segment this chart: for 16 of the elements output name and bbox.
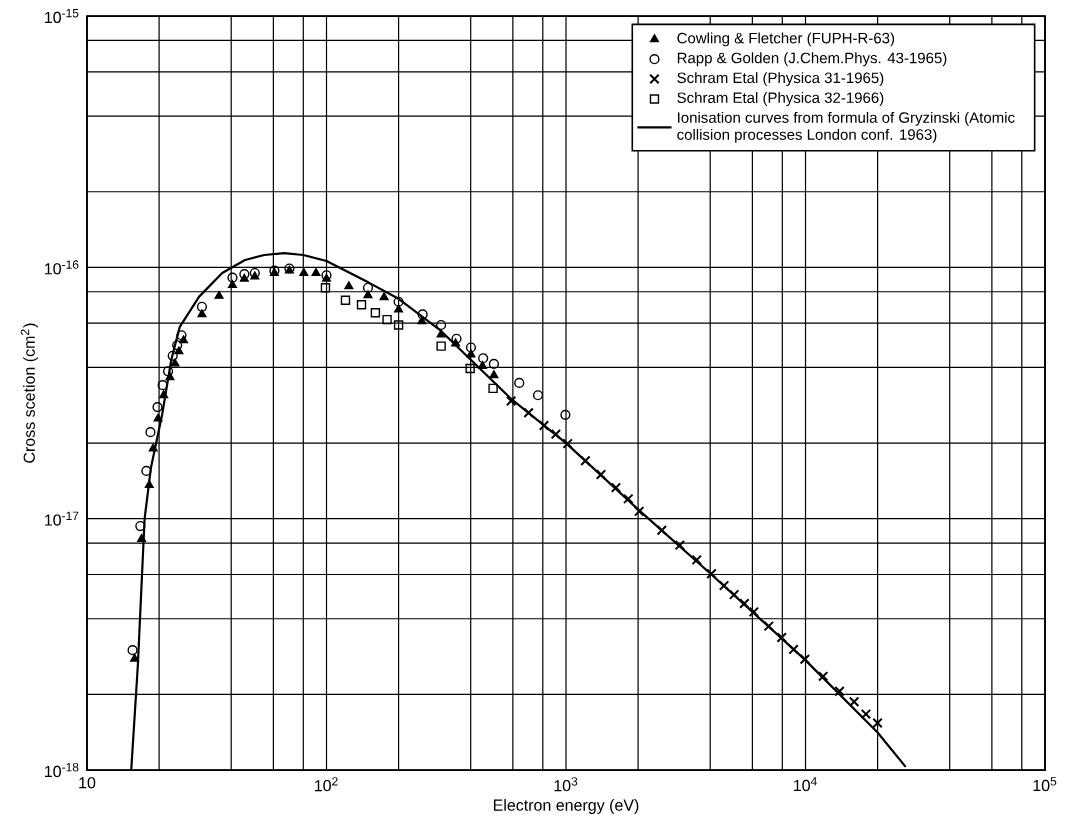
y-tick-label: 10$^{-18}$ (45, 762, 79, 778)
y-tick-label: 10$^{-16}$ (45, 260, 79, 275)
x-tick-label: 10$^{3}$ (554, 777, 578, 792)
x-tick-label: 10 (79, 777, 96, 789)
x-tick-label: 10$^{5}$ (1033, 777, 1057, 792)
x-tick-label: 10$^{2}$ (315, 777, 338, 792)
legend-label: Schram Etal (Physica 32-1966) (677, 92, 884, 106)
legend-label: Rapp & Golden (J.Chem.Phys. 43-1965) (677, 52, 947, 67)
y-tick-label: 10$^{-15}$ (45, 9, 79, 24)
y-tick-label: 10$^{-17}$ (45, 511, 79, 526)
legend-label: Ionisation curves from formula of Gryzinski (Atomic collision processes London conf. 1963) (677, 111, 1015, 143)
legend-label: Cowling & Fletcher (FUPH-R-63) (677, 32, 895, 47)
x-axis-title: Electron energy (eV) (493, 799, 639, 814)
legend-label: Schram Etal (Physica 31-1965) (677, 72, 884, 87)
x-tick-label: 10$^{4}$ (794, 777, 817, 792)
y-axis-title: Cross scetion (cm$^{2}$) (20, 323, 39, 463)
